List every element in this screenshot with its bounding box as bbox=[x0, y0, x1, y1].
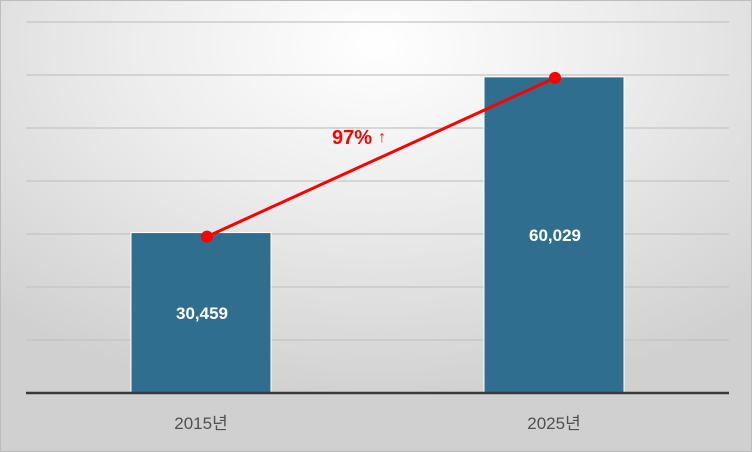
up-arrow-icon: ↑ bbox=[378, 129, 386, 146]
trend-point bbox=[549, 71, 561, 84]
bar bbox=[483, 76, 625, 394]
x-tick-label: 2015년 bbox=[174, 414, 227, 433]
bars bbox=[130, 76, 625, 394]
data-label: 60,029 bbox=[529, 226, 581, 245]
labels: 30,459 2015년 60,029 2025년 bbox=[174, 226, 581, 433]
growth-annotation: 97% bbox=[332, 127, 372, 149]
trend-line bbox=[206, 76, 556, 238]
trend-point bbox=[201, 230, 213, 243]
x-tick-label: 2025년 bbox=[527, 414, 580, 433]
trend: 97% ↑ bbox=[201, 71, 561, 243]
data-label: 30,459 bbox=[176, 304, 228, 323]
